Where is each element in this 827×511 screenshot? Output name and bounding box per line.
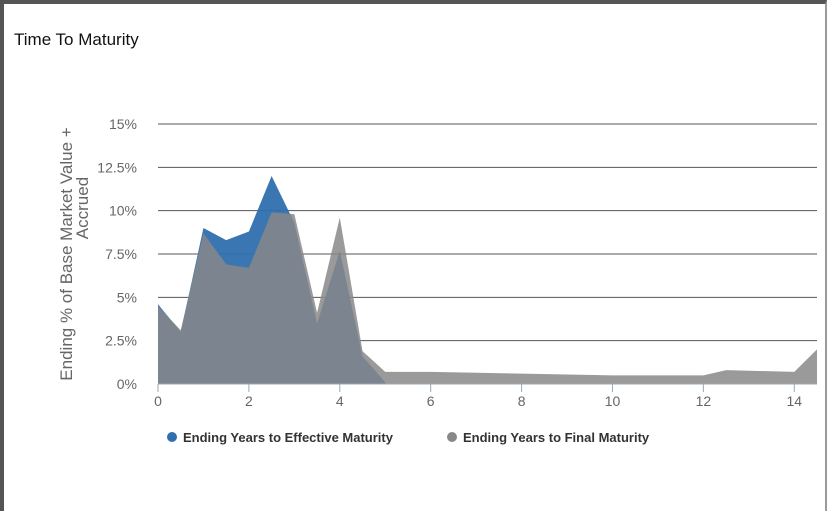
y-tick-label: 5%	[117, 289, 137, 305]
y-tick-label: 15%	[109, 116, 137, 132]
y-tick-label: 7.5%	[105, 246, 137, 262]
y-axis-label-line: Accrued	[73, 177, 92, 239]
chart-title: Time To Maturity	[14, 30, 139, 49]
x-tick-label: 6	[427, 393, 435, 409]
x-tick-label: 2	[245, 393, 253, 409]
legend-item-1[interactable]: Ending Years to Effective Maturity	[167, 430, 394, 445]
legend[interactable]: Ending Years to Effective Maturity Ending…	[167, 430, 650, 445]
legend-label: Ending Years to Effective Maturity	[183, 430, 394, 445]
x-tick-label: 0	[154, 393, 162, 409]
legend-marker	[447, 432, 457, 442]
y-axis-label: Ending % of Base Market Value +Accrued	[57, 127, 92, 380]
legend-item-2[interactable]: Ending Years to Final Maturity	[447, 430, 650, 445]
x-tick-label: 8	[518, 393, 526, 409]
y-tick-label: 2.5%	[105, 333, 137, 349]
x-tick-label: 10	[605, 393, 621, 409]
series-areas	[158, 176, 817, 384]
y-axis-label-line: Ending % of Base Market Value +	[57, 127, 76, 380]
x-axis-ticks: 0 2 4 6 8 10 12 14	[154, 384, 802, 409]
x-tick-label: 14	[786, 393, 802, 409]
y-tick-label: 0%	[117, 376, 137, 392]
y-tick-label: 10%	[109, 203, 137, 219]
legend-label: Ending Years to Final Maturity	[463, 430, 650, 445]
x-tick-label: 4	[336, 393, 344, 409]
series-area-2[interactable]	[158, 212, 817, 384]
y-tick-label: 12.5%	[97, 159, 137, 175]
x-tick-label: 12	[696, 393, 712, 409]
y-axis-ticks: 0% 2.5% 5% 7.5% 10% 12.5% 15%	[97, 116, 137, 392]
legend-marker	[167, 432, 177, 442]
